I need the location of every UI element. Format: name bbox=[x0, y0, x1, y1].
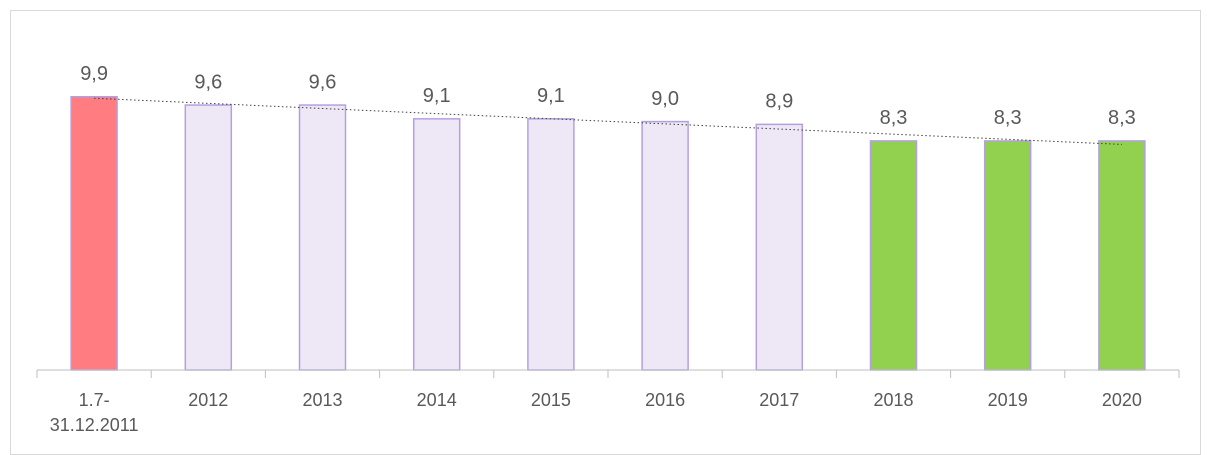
x-tick-label-line: 1.7- bbox=[79, 390, 110, 410]
bar bbox=[412, 118, 461, 371]
data-label: 8,9 bbox=[765, 91, 793, 113]
x-tick-label: 2015 bbox=[531, 390, 571, 410]
x-tick-label-line: 2012 bbox=[188, 390, 228, 410]
data-label: 8,3 bbox=[994, 107, 1022, 129]
x-tick-label-line: 2014 bbox=[417, 390, 457, 410]
data-label: 9,6 bbox=[309, 71, 337, 93]
data-label: 9,1 bbox=[423, 85, 451, 107]
x-tick-label-line: 2019 bbox=[988, 390, 1028, 410]
data-label: 9,1 bbox=[537, 85, 565, 107]
x-tick-label: 2020 bbox=[1102, 390, 1142, 410]
trendline bbox=[94, 97, 1122, 145]
data-label: 9,6 bbox=[194, 71, 222, 93]
bar bbox=[869, 140, 918, 371]
x-tick-label: 2017 bbox=[759, 390, 799, 410]
data-label: 9,0 bbox=[651, 88, 679, 110]
data-label: 8,3 bbox=[1108, 107, 1136, 129]
x-tick-label-line: 2016 bbox=[645, 390, 685, 410]
x-tick-label-line: 2020 bbox=[1102, 390, 1142, 410]
bar bbox=[298, 104, 347, 371]
x-tick-label-line: 2015 bbox=[531, 390, 571, 410]
x-tick-label-line: 2013 bbox=[302, 390, 342, 410]
x-tick-label: 2018 bbox=[873, 390, 913, 410]
x-tick-label: 2016 bbox=[645, 390, 685, 410]
bar bbox=[641, 120, 689, 371]
bar bbox=[755, 123, 804, 371]
x-tick-label: 2014 bbox=[417, 390, 457, 410]
x-tick-label-line: 31.12.2011 bbox=[50, 415, 139, 435]
bar bbox=[70, 96, 118, 371]
data-label: 9,9 bbox=[80, 63, 108, 85]
x-tick-label-line: 2018 bbox=[873, 390, 913, 410]
x-tick-label: 2019 bbox=[988, 390, 1028, 410]
bar bbox=[184, 104, 233, 371]
x-tick-label: 2013 bbox=[302, 390, 342, 410]
bar bbox=[983, 140, 1032, 371]
x-tick-label: 1.7- 31.12.2011 bbox=[50, 390, 139, 435]
x-tick-label-line: 2017 bbox=[759, 390, 799, 410]
bar bbox=[527, 118, 575, 371]
data-label: 8,3 bbox=[880, 107, 908, 129]
bar bbox=[1098, 140, 1146, 371]
x-tick-label: 2012 bbox=[188, 390, 228, 410]
